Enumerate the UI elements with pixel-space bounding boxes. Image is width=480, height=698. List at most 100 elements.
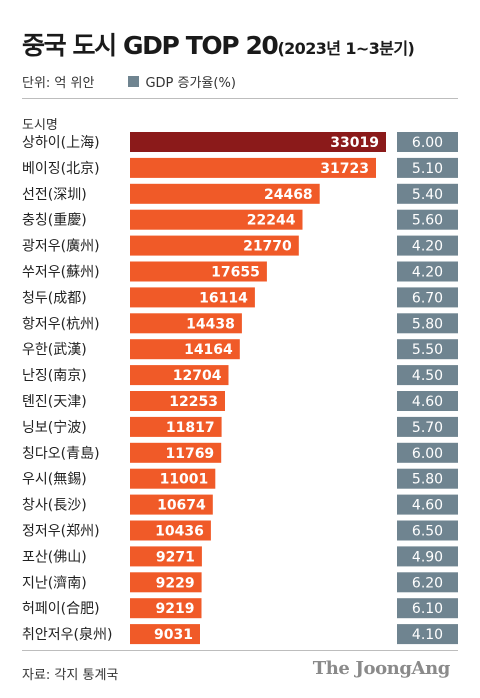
unit-label: 단위: 억 위안 (22, 76, 95, 91)
growth-box (397, 494, 458, 515)
growth-box (397, 261, 458, 282)
growth-box (397, 365, 458, 386)
growth-legend-label: GDP 증가율(%) (145, 76, 236, 91)
growth-box (397, 183, 458, 204)
growth-value-label: 4.60 (412, 498, 443, 514)
category-label: 창사(長沙) (22, 498, 87, 514)
growth-value-label: 4.90 (412, 549, 443, 565)
growth-box (397, 235, 458, 256)
growth-value-label: 6.20 (412, 575, 443, 591)
category-label: 우시(無錫) (22, 472, 87, 488)
gdp-value-label: 9229 (156, 575, 195, 591)
gdp-value-label: 9219 (156, 601, 195, 617)
gdp-bar (130, 546, 202, 567)
growth-value-label: 5.50 (412, 342, 443, 358)
gdp-value-label: 9031 (154, 627, 193, 643)
gdp-bar (130, 468, 216, 489)
growth-box (397, 287, 458, 308)
gdp-value-label: 14164 (184, 342, 233, 358)
gdp-value-label: 11769 (165, 446, 214, 462)
gdp-bar (130, 365, 229, 386)
growth-box (397, 416, 458, 437)
growth-value-label: 5.40 (412, 187, 443, 203)
gdp-value-label: 12253 (169, 394, 218, 410)
category-label: 포산(佛山) (22, 549, 87, 565)
growth-box (397, 520, 458, 541)
growth-box (397, 391, 458, 411)
gdp-bar (130, 183, 320, 204)
gdp-bar (130, 494, 213, 515)
category-label: 칭다오(青島) (22, 446, 100, 462)
gdp-bar (130, 520, 211, 541)
category-label: 베이징(北京) (22, 161, 100, 177)
gdp-value-label: 14438 (186, 316, 235, 332)
growth-box (397, 339, 458, 360)
gdp-bar (130, 339, 240, 360)
gdp-value-label: 12704 (173, 368, 222, 384)
category-label: 상하이(上海) (22, 135, 100, 151)
gdp-bar (130, 391, 225, 411)
category-label: 허페이(合肥) (22, 601, 100, 617)
gdp-value-label: 31723 (320, 161, 369, 177)
brand-logo: The JoongAng (312, 658, 451, 679)
category-label: 난징(南京) (22, 368, 87, 384)
growth-box (397, 442, 458, 463)
category-header: 도시명 (22, 118, 58, 133)
gdp-bar (130, 572, 202, 593)
growth-value-label: 6.50 (412, 524, 443, 540)
gdp-bar (130, 442, 222, 463)
gdp-value-label: 21770 (243, 239, 292, 255)
gdp-value-label: 16114 (199, 290, 248, 306)
chart-title: 중국 도시 GDP TOP 20 (22, 31, 279, 60)
growth-box (397, 468, 458, 489)
category-label: 청두(成都) (22, 290, 87, 306)
gdp-value-label: 11817 (166, 420, 215, 436)
top-divider (22, 98, 458, 99)
growth-value-label: 4.20 (412, 239, 443, 255)
growth-box (397, 624, 458, 645)
category-label: 닝보(宁波) (22, 419, 87, 436)
bottom-divider (22, 650, 458, 651)
growth-value-label: 5.70 (412, 420, 443, 436)
category-label: 정저우(郑州) (22, 524, 100, 540)
gdp-value-label: 22244 (247, 213, 296, 229)
category-label: 우한(武漢) (22, 342, 87, 358)
growth-value-label: 5.60 (412, 213, 443, 229)
gdp-value-label: 11001 (160, 472, 209, 488)
growth-box (397, 313, 458, 334)
growth-value-label: 4.20 (412, 265, 443, 281)
growth-value-label: 5.80 (412, 316, 443, 332)
growth-value-label: 4.10 (412, 627, 443, 643)
gdp-value-label: 24468 (264, 187, 313, 203)
growth-value-label: 6.10 (412, 601, 443, 617)
gdp-bar (130, 157, 376, 178)
gdp-bar (130, 624, 200, 645)
gdp-bar (130, 235, 299, 256)
gdp-bar (130, 132, 386, 152)
gdp-value-label: 17655 (211, 265, 260, 281)
category-label: 쑤저우(蘇州) (22, 265, 100, 281)
category-label: 취안저우(泉州) (22, 626, 112, 643)
category-label: 충칭(重慶) (22, 213, 87, 229)
growth-value-label: 6.00 (412, 446, 443, 462)
gdp-bar (130, 598, 202, 619)
gdp-bar (130, 313, 242, 334)
growth-box (397, 209, 458, 230)
page-title: 중국 도시 GDP TOP 20(2023년 1~3분기) (22, 26, 415, 62)
category-label: 지난(濟南) (22, 575, 87, 591)
gdp-value-label: 10674 (157, 498, 206, 514)
growth-legend-swatch (128, 76, 140, 87)
growth-box (397, 572, 458, 593)
growth-box (397, 598, 458, 619)
growth-value-label: 4.60 (412, 394, 443, 410)
chart-subtitle: (2023년 1~3분기) (277, 39, 415, 58)
gdp-bar (130, 416, 222, 437)
growth-value-label: 5.80 (412, 472, 443, 488)
growth-box (397, 157, 458, 178)
category-label: 항저우(杭州) (22, 316, 100, 332)
gdp-bar (130, 261, 267, 282)
gdp-value-label: 10436 (155, 524, 204, 540)
source-note: 자료: 각지 통계국 (22, 668, 119, 683)
gdp-bar (130, 287, 255, 308)
category-label: 톈진(天津) (22, 394, 87, 410)
